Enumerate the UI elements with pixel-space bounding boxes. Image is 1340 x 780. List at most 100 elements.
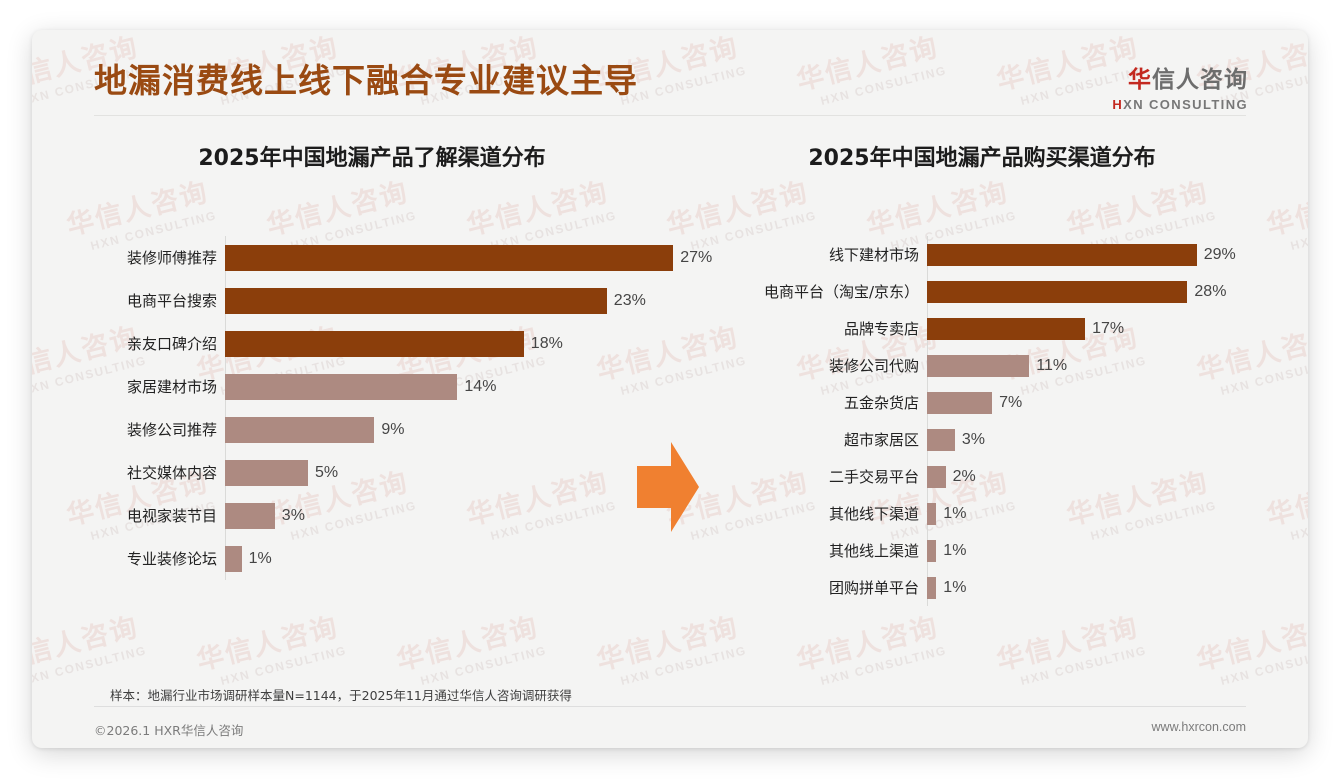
chart-axis-line [225,236,226,580]
bar-segment [225,545,242,572]
chart-bar-row: 电商平台（淘宝/京东） 28% [692,273,1272,310]
bar-category-label: 家居建材市场 [126,378,217,396]
chart-bar-row: 家居建材市场 14% [72,365,672,408]
bar-segment [927,502,937,525]
bar-track: 1% [927,576,1272,599]
bar-category-label: 电商平台搜索 [126,292,217,310]
chart-bar-row: 线下建材市场 29% [692,236,1272,273]
bar-track: 1% [225,545,672,572]
footer-divider [94,706,1246,707]
logo-cn-highlight: 华 [1128,67,1152,93]
bar-track: 23% [225,287,672,314]
bar-category-label: 亲友口碑介绍 [126,335,217,353]
bar-category-label: 装修师傅推荐 [126,249,217,267]
chart-bar-row: 二手交易平台 2% [692,458,1272,495]
logo-chinese-text: 华信人咨询 [1112,60,1248,94]
chart-bar-row: 团购拼单平台 1% [692,569,1272,606]
website-text: www.hxrcon.com [1151,720,1246,734]
bar-value-label: 5% [315,463,339,481]
bar-category-label: 其他线下渠道 [828,505,919,523]
page-title: 地漏消费线上线下融合专业建议主导 [94,61,638,100]
chart-bar-row: 电视家装节目 3% [72,494,672,537]
chart-bar-row: 装修公司推荐 9% [72,408,672,451]
bar-track: 17% [927,317,1272,340]
bar-value-label: 23% [613,291,646,309]
bar-segment [927,317,1086,340]
bar-segment [225,416,375,443]
bar-track: 5% [225,459,672,486]
logo-en-rest: XN CONSULTING [1123,97,1248,112]
bar-category-label: 装修公司代购 [828,357,919,375]
bar-category-label: 二手交易平台 [828,468,919,486]
right-arrow-icon [637,442,699,532]
bar-track: 1% [927,502,1272,525]
bar-segment [225,373,458,400]
slide-card: 华信人咨询 HXN CONSULTING 华信人咨询 HXN CONSULTING 华信… [32,30,1308,748]
chart-bar-row: 其他线下渠道 1% [692,495,1272,532]
bar-segment [225,330,524,357]
bar-track: 18% [225,330,672,357]
bar-chart-purchase: 线下建材市场 29% 电商平台（淘宝/京东） 28% 品牌专卖店 17% 装修公司代购 11%… [692,236,1272,606]
bar-value-label: 1% [248,549,272,567]
bar-segment [927,539,937,562]
bar-category-label: 团购拼单平台 [828,579,919,597]
logo-english-text: HXN CONSULTING [1112,97,1248,112]
bar-category-label: 超市家居区 [843,431,919,449]
bar-track: 2% [927,465,1272,488]
bar-value-label: 27% [680,248,713,266]
bar-segment [225,459,308,486]
chart-bar-row: 电商平台搜索 23% [72,279,672,322]
bar-track: 28% [927,280,1272,303]
bar-category-label: 专业装修论坛 [126,550,217,568]
bar-chart-awareness: 装修师傅推荐 27% 电商平台搜索 23% 亲友口碑介绍 18% 家居建材市场 14% 装修公司… [72,236,712,580]
chart-bar-row: 品牌专卖店 17% [692,310,1272,347]
bar-category-label: 电视家装节目 [126,507,217,525]
bar-track: 3% [225,502,672,529]
bar-track: 9% [225,416,672,443]
bar-segment [927,391,993,414]
bar-category-label: 其他线上渠道 [828,542,919,560]
bar-category-label: 装修公司推荐 [126,421,217,439]
bar-segment [225,244,674,271]
chart-bar-row: 装修公司代购 11% [692,347,1272,384]
slide-footer: ©2026.1 HXR华信人咨询 www.hxrcon.com [32,714,1308,748]
bar-value-label: 1% [943,541,967,559]
bar-track: 3% [927,428,1272,451]
title-divider [94,115,1246,116]
bar-segment [225,287,607,314]
chart-bar-row: 亲友口碑介绍 18% [72,322,672,365]
bar-value-label: 3% [961,430,986,448]
bar-value-label: 7% [999,393,1023,411]
bar-category-label: 社交媒体内容 [126,464,217,482]
logo-en-highlight: H [1112,97,1124,112]
chart-axis-line [927,236,928,606]
bar-value-label: 9% [381,420,405,438]
bar-segment [927,354,1030,377]
chart-bar-row: 社交媒体内容 5% [72,451,672,494]
sample-footnote: 样本：地漏行业市场调研样本量N=1144，于2025年11月通过华信人咨询调研获… [110,688,572,703]
bar-track: 11% [927,354,1272,377]
bar-value-label: 29% [1203,245,1236,263]
bar-category-label: 线下建材市场 [828,246,919,264]
chart-title-purchase: 2025年中国地漏产品购买渠道分布 [808,146,1156,171]
copyright-text: ©2026.1 HXR华信人咨询 [94,723,244,738]
bar-segment [927,243,1197,266]
bar-value-label: 17% [1092,319,1125,337]
chart-panel-purchase: 2025年中国地漏产品购买渠道分布 线下建材市场 29% 电商平台（淘宝/京东） 28… [692,140,1272,606]
bar-value-label: 18% [530,334,563,352]
chart-bar-row: 超市家居区 3% [692,421,1272,458]
bar-segment [927,465,946,488]
bar-track: 1% [927,539,1272,562]
chart-panel-awareness: 2025年中国地漏产品了解渠道分布 装修师傅推荐 27% 电商平台搜索 23% 亲友口碑… [72,140,712,580]
chart-title-awareness: 2025年中国地漏产品了解渠道分布 [198,146,546,171]
bar-track: 27% [225,244,713,271]
company-logo: 华信人咨询 HXN CONSULTING [1112,60,1248,112]
bar-segment [927,428,955,451]
